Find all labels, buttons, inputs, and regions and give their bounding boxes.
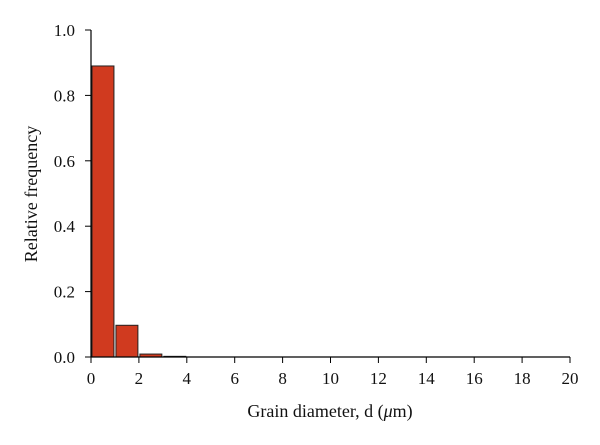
x-tick-label: 14 [418,369,436,388]
x-tick-label: 0 [87,369,96,388]
x-tick-label: 6 [230,369,239,388]
axes-group [90,30,570,358]
y-tick-label: 0.0 [54,348,75,367]
histogram-bar-0 [91,65,115,358]
x-tick-label: 16 [466,369,483,388]
y-axis-title: Relative frequency [21,126,41,262]
x-axis-title: Grain diameter, d (μm) [247,401,412,422]
y-tick-label: 0.6 [54,152,75,171]
bars-group [91,65,187,358]
x-tick-label: 12 [370,369,387,388]
x-tick-label: 8 [278,369,287,388]
y-tick-label: 0.2 [54,283,75,302]
x-tick-label: 4 [183,369,192,388]
y-tick-label: 0.4 [54,217,76,236]
y-tick-label: 0.8 [54,86,75,105]
x-tick-label: 18 [514,369,531,388]
x-tick-label: 2 [135,369,144,388]
x-tick-label: 20 [562,369,579,388]
y-tick-label: 1.0 [54,21,75,40]
histogram-bar-1 [115,324,139,358]
ticks-group: 0 2 4 6 8 10 12 14 16 18 20 0.0 0.2 0.4 0.6 0.8 1.0 [54,21,579,388]
x-tick-label: 10 [322,369,339,388]
